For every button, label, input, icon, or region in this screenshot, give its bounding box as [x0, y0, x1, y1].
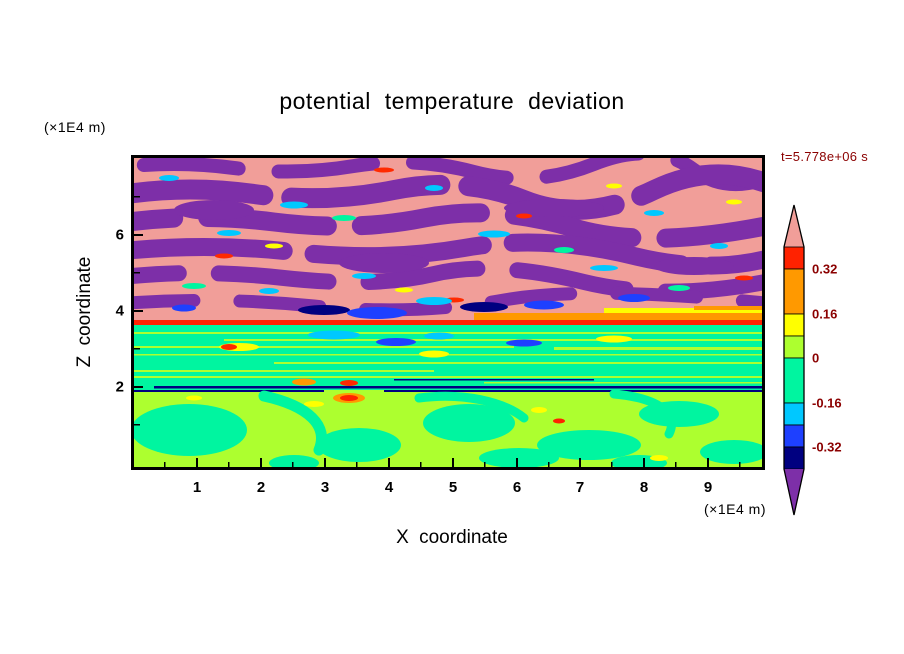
colorbar-tick-label: 0.32 — [812, 261, 838, 277]
y-axis-units-label: (×1E4 m) — [44, 119, 106, 135]
time-annotation: t=5.778e+06 s — [781, 149, 869, 164]
x-tick-label: 2 — [256, 479, 266, 496]
chart-title: potential temperature deviation — [279, 88, 625, 114]
x-tick-label: 4 — [384, 479, 394, 496]
heatmap-field — [134, 158, 762, 467]
mid-layer — [134, 325, 762, 390]
colorbar — [782, 204, 806, 521]
x-tick-label: 3 — [320, 479, 330, 496]
colorbar-tick-label: 0.16 — [812, 306, 838, 322]
x-axis-units-label: (×1E4 m) — [704, 501, 766, 517]
x-axis-title: X coordinate — [396, 527, 508, 548]
heatmap-plot-area — [131, 155, 765, 470]
x-tick-label: 6 — [512, 479, 522, 496]
boundary-layer — [134, 390, 762, 467]
y-tick-label: 6 — [115, 226, 124, 244]
colorbar-scale — [783, 204, 805, 516]
axis-ticks — [134, 196, 741, 467]
colorbar-tick-label: -0.16 — [812, 395, 842, 411]
colorbar-tick-label: -0.32 — [812, 439, 842, 455]
y-axis-title: Z coordinate — [74, 256, 95, 368]
y-tick-label: 4 — [115, 302, 124, 320]
wave-region-layer — [134, 158, 762, 320]
colorbar-tick-label: 0 — [812, 350, 820, 366]
x-tick-label: 9 — [703, 479, 713, 496]
y-tick-label: 2 — [115, 378, 124, 396]
transition-band — [134, 297, 762, 325]
x-tick-label: 7 — [575, 479, 585, 496]
x-tick-label: 5 — [448, 479, 458, 496]
x-tick-label: 8 — [639, 479, 649, 496]
x-tick-label: 1 — [192, 479, 202, 496]
